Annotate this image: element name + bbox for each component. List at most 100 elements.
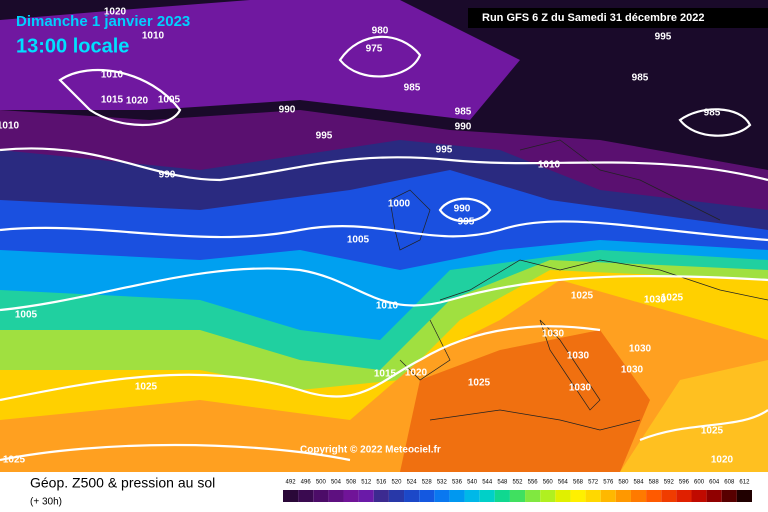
isobar-label: 1010 — [142, 31, 165, 42]
legend-swatch — [676, 490, 692, 502]
isobar-labels: 1020101098097599510101015102010051010985… — [0, 7, 734, 466]
legend-label: 604 — [709, 480, 720, 486]
isobar-label: 1015 — [374, 369, 397, 380]
isobar-label: 985 — [455, 107, 472, 118]
legend-label: 612 — [739, 480, 750, 486]
legend-label: 492 — [286, 480, 297, 486]
isobar-label: 1010 — [101, 70, 124, 81]
isobar-label: 1015 — [101, 95, 124, 106]
date: Dimanche 1 janvier 2023 — [16, 13, 190, 30]
isobar-label: 1020 — [126, 96, 149, 107]
legend-label: 536 — [452, 480, 463, 486]
isobar-label: 990 — [455, 122, 472, 133]
legend-swatch — [313, 490, 329, 502]
isobar-label: 985 — [632, 73, 649, 84]
geopotential-field — [0, 0, 768, 472]
legend-swatch — [646, 490, 662, 502]
footer-lead: (+ 30h) — [30, 497, 62, 508]
isobar-label: 1020 — [711, 455, 734, 466]
legend-swatch — [419, 490, 435, 502]
legend-label: 564 — [558, 480, 569, 486]
legend-swatch — [373, 490, 389, 502]
legend-swatch — [540, 490, 556, 502]
legend-label: 552 — [512, 480, 523, 486]
isobar-label: 975 — [366, 44, 383, 55]
legend-swatch — [555, 490, 571, 502]
isobar-label: 990 — [159, 170, 176, 181]
isobar-label: 1010 — [376, 301, 399, 312]
legend-label: 560 — [543, 480, 554, 486]
legend-swatch — [434, 490, 450, 502]
isobar-label: 1020 — [405, 368, 428, 379]
legend-swatch — [388, 490, 405, 502]
run-info: Run GFS 6 Z du Samedi 31 décembre 2022 — [482, 12, 705, 24]
legend-label: 516 — [376, 480, 387, 486]
legend-label: 580 — [618, 480, 629, 486]
legend-swatch — [691, 490, 707, 502]
isobar-label: 995 — [316, 131, 333, 142]
isobar-label: 1030 — [621, 365, 644, 376]
legend-label: 504 — [331, 480, 342, 486]
isobar-label: 1010 — [538, 160, 561, 171]
isobar-label: 995 — [458, 217, 475, 228]
copyright: Copyright © 2022 Meteociel.fr — [300, 445, 441, 456]
legend-swatch — [736, 490, 752, 502]
legend-label: 572 — [588, 480, 599, 486]
legend-swatch — [509, 490, 526, 502]
isobar-label: 1000 — [388, 199, 411, 210]
isobar-label: 1005 — [158, 95, 181, 106]
legend-label: 524 — [407, 480, 418, 486]
isobar-label: 1030 — [569, 383, 592, 394]
legend-swatch — [630, 490, 647, 502]
legend-label: 568 — [573, 480, 584, 486]
legend-swatch — [706, 490, 722, 502]
isobar-label: 1010 — [0, 121, 20, 132]
legend-label: 584 — [634, 480, 645, 486]
isobar-label: 1025 — [3, 455, 26, 466]
legend-label: 608 — [724, 480, 735, 486]
isobar-label: 1025 — [571, 291, 594, 302]
legend-swatch — [479, 490, 495, 502]
isobar-label: 1030 — [629, 344, 652, 355]
legend-swatch — [449, 490, 465, 502]
run-bar — [468, 8, 768, 28]
isobar-label: 990 — [454, 204, 471, 215]
isobar-label: 985 — [704, 108, 721, 119]
legend-swatch — [615, 490, 631, 502]
isobar-label: 1005 — [347, 235, 370, 246]
legend-swatch — [721, 490, 737, 502]
legend-label: 540 — [467, 480, 478, 486]
legend-swatch — [570, 490, 586, 502]
legend-label: 592 — [664, 480, 675, 486]
legend-label: 556 — [528, 480, 539, 486]
isobar-label: 1030 — [644, 295, 667, 306]
isobar-label: 1030 — [542, 329, 565, 340]
isobar-label: 1025 — [468, 378, 491, 389]
isobar-label: 985 — [404, 83, 421, 94]
legend-swatch — [494, 490, 510, 502]
isobar-label: 1020 — [104, 7, 127, 18]
legend-label: 544 — [482, 480, 493, 486]
isobar-label: 995 — [436, 145, 453, 156]
legend-swatch — [464, 490, 480, 502]
legend-label: 588 — [649, 480, 660, 486]
isobar-label: 1005 — [15, 310, 38, 321]
legend-label: 596 — [679, 480, 690, 486]
isobar-label: 1025 — [701, 426, 724, 437]
legend-swatch — [328, 490, 344, 502]
legend-swatch — [600, 490, 616, 502]
legend-label: 520 — [391, 480, 402, 486]
legend-label: 600 — [694, 480, 705, 486]
legend-swatch — [298, 490, 314, 502]
legend-label: 512 — [361, 480, 372, 486]
legend-swatch — [585, 490, 601, 502]
isobar-label: 1025 — [135, 382, 158, 393]
isobar-label: 980 — [372, 26, 389, 37]
legend-label: 496 — [301, 480, 312, 486]
legend-label: 500 — [316, 480, 327, 486]
local-time: 13:00 locale — [16, 35, 129, 57]
isobar-label: 1025 — [661, 293, 684, 304]
legend-swatch — [358, 490, 374, 502]
legend-swatch — [525, 490, 541, 502]
